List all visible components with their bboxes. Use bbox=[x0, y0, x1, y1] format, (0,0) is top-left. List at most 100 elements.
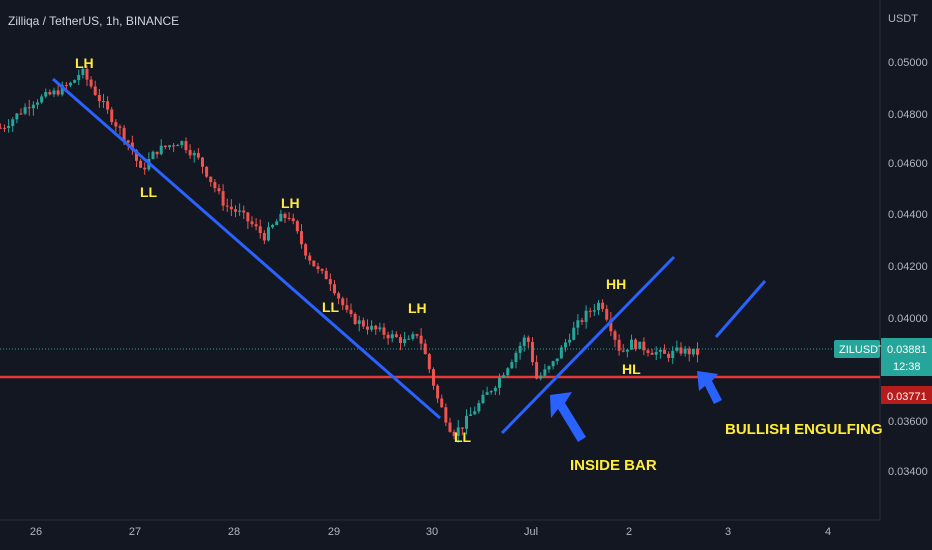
inside-bar-arrow-icon bbox=[550, 392, 586, 442]
candle-body bbox=[526, 337, 530, 342]
candle-body bbox=[304, 244, 308, 256]
candle-body bbox=[139, 160, 143, 168]
candle-body bbox=[110, 109, 114, 123]
y-tick-label: 0.04200 bbox=[888, 261, 928, 273]
candle-body bbox=[151, 151, 155, 160]
label-lh-1: LH bbox=[75, 55, 94, 71]
candle-body bbox=[159, 145, 163, 155]
candle-body bbox=[163, 145, 167, 148]
candle-body bbox=[60, 85, 64, 95]
candle-body bbox=[695, 348, 699, 355]
candle-body bbox=[477, 403, 481, 412]
candle-body bbox=[345, 305, 349, 310]
candle-body bbox=[93, 86, 97, 95]
candle-body bbox=[205, 166, 209, 177]
projection-line[interactable] bbox=[714, 280, 767, 338]
x-tick-label: 29 bbox=[328, 526, 340, 538]
candle-body bbox=[584, 310, 588, 322]
candle-body bbox=[559, 347, 563, 359]
candle-body bbox=[448, 422, 452, 432]
last-price-value: 0.03881 bbox=[887, 344, 927, 356]
candle-body bbox=[258, 226, 262, 233]
candle-body bbox=[440, 398, 444, 408]
candle-body bbox=[225, 205, 229, 207]
candle-body bbox=[349, 309, 353, 314]
candle-body bbox=[398, 337, 402, 343]
x-tick-label: 26 bbox=[30, 526, 42, 538]
y-tick-label: 0.04400 bbox=[888, 209, 928, 221]
candle-body bbox=[382, 327, 386, 335]
y-tick-label: 0.03400 bbox=[888, 466, 928, 478]
candle-body bbox=[502, 375, 506, 378]
candle-body bbox=[15, 113, 19, 120]
candle-body bbox=[394, 334, 398, 338]
candle-body bbox=[176, 145, 180, 147]
candle-body bbox=[431, 369, 435, 386]
candle-body bbox=[497, 377, 501, 388]
candle-body bbox=[73, 80, 77, 83]
candle-body bbox=[514, 352, 518, 363]
x-tick-label: 2 bbox=[626, 526, 632, 538]
candle-body bbox=[568, 339, 572, 343]
candle-body bbox=[452, 431, 456, 436]
candle-body bbox=[40, 96, 44, 103]
candle-body bbox=[506, 368, 510, 376]
candle-body bbox=[539, 375, 543, 379]
candle-body bbox=[473, 411, 477, 415]
candle-body bbox=[543, 369, 547, 376]
candle-body bbox=[667, 353, 671, 358]
candle-body bbox=[658, 349, 662, 352]
candle-body bbox=[328, 279, 332, 285]
candle-body bbox=[481, 394, 485, 404]
candle-body bbox=[287, 217, 291, 219]
candle-body bbox=[81, 68, 85, 76]
candle-body bbox=[295, 221, 299, 232]
candle-body bbox=[254, 224, 258, 227]
candle-body bbox=[130, 142, 134, 151]
candle-body bbox=[510, 362, 514, 369]
candle-body bbox=[642, 341, 646, 351]
candle-body bbox=[357, 320, 361, 324]
candle-body bbox=[456, 427, 460, 436]
downtrend-line[interactable] bbox=[52, 77, 441, 420]
candle-body bbox=[312, 260, 316, 267]
candle-body bbox=[390, 334, 394, 339]
x-tick-label: 4 bbox=[825, 526, 831, 538]
candle-body bbox=[423, 343, 427, 355]
candle-body bbox=[180, 141, 184, 146]
candle-body bbox=[238, 210, 242, 212]
candle-body bbox=[217, 188, 221, 192]
candle-body bbox=[85, 68, 89, 80]
label-inside-bar: INSIDE BAR bbox=[570, 457, 657, 474]
candle-body bbox=[299, 231, 303, 245]
candle-body bbox=[444, 407, 448, 423]
uptrend-line[interactable] bbox=[500, 255, 676, 435]
candle-body bbox=[411, 334, 415, 339]
candle-body bbox=[596, 302, 600, 311]
candle-body bbox=[7, 125, 11, 129]
x-tick-label: 28 bbox=[228, 526, 240, 538]
candle-body bbox=[134, 150, 138, 161]
candle-body bbox=[2, 127, 6, 129]
y-tick-label: 0.04600 bbox=[888, 158, 928, 170]
candle-body bbox=[460, 427, 464, 429]
candle-body bbox=[64, 85, 68, 87]
candle-body bbox=[68, 82, 72, 86]
candle-body bbox=[56, 90, 60, 95]
candle-body bbox=[563, 342, 567, 348]
candle-body bbox=[691, 348, 695, 355]
candle-body bbox=[576, 320, 580, 328]
candle-body bbox=[361, 320, 365, 327]
candle-body bbox=[374, 325, 378, 330]
candle-body bbox=[172, 145, 176, 147]
candle-body bbox=[332, 284, 336, 294]
candle-body bbox=[518, 345, 522, 353]
x-tick-label: Jul bbox=[524, 526, 538, 538]
candle-body bbox=[283, 213, 287, 218]
candle-body bbox=[167, 145, 171, 148]
candle-body bbox=[246, 212, 250, 222]
candle-body bbox=[320, 269, 324, 271]
candle-body bbox=[601, 302, 605, 309]
candle-body bbox=[609, 319, 613, 332]
